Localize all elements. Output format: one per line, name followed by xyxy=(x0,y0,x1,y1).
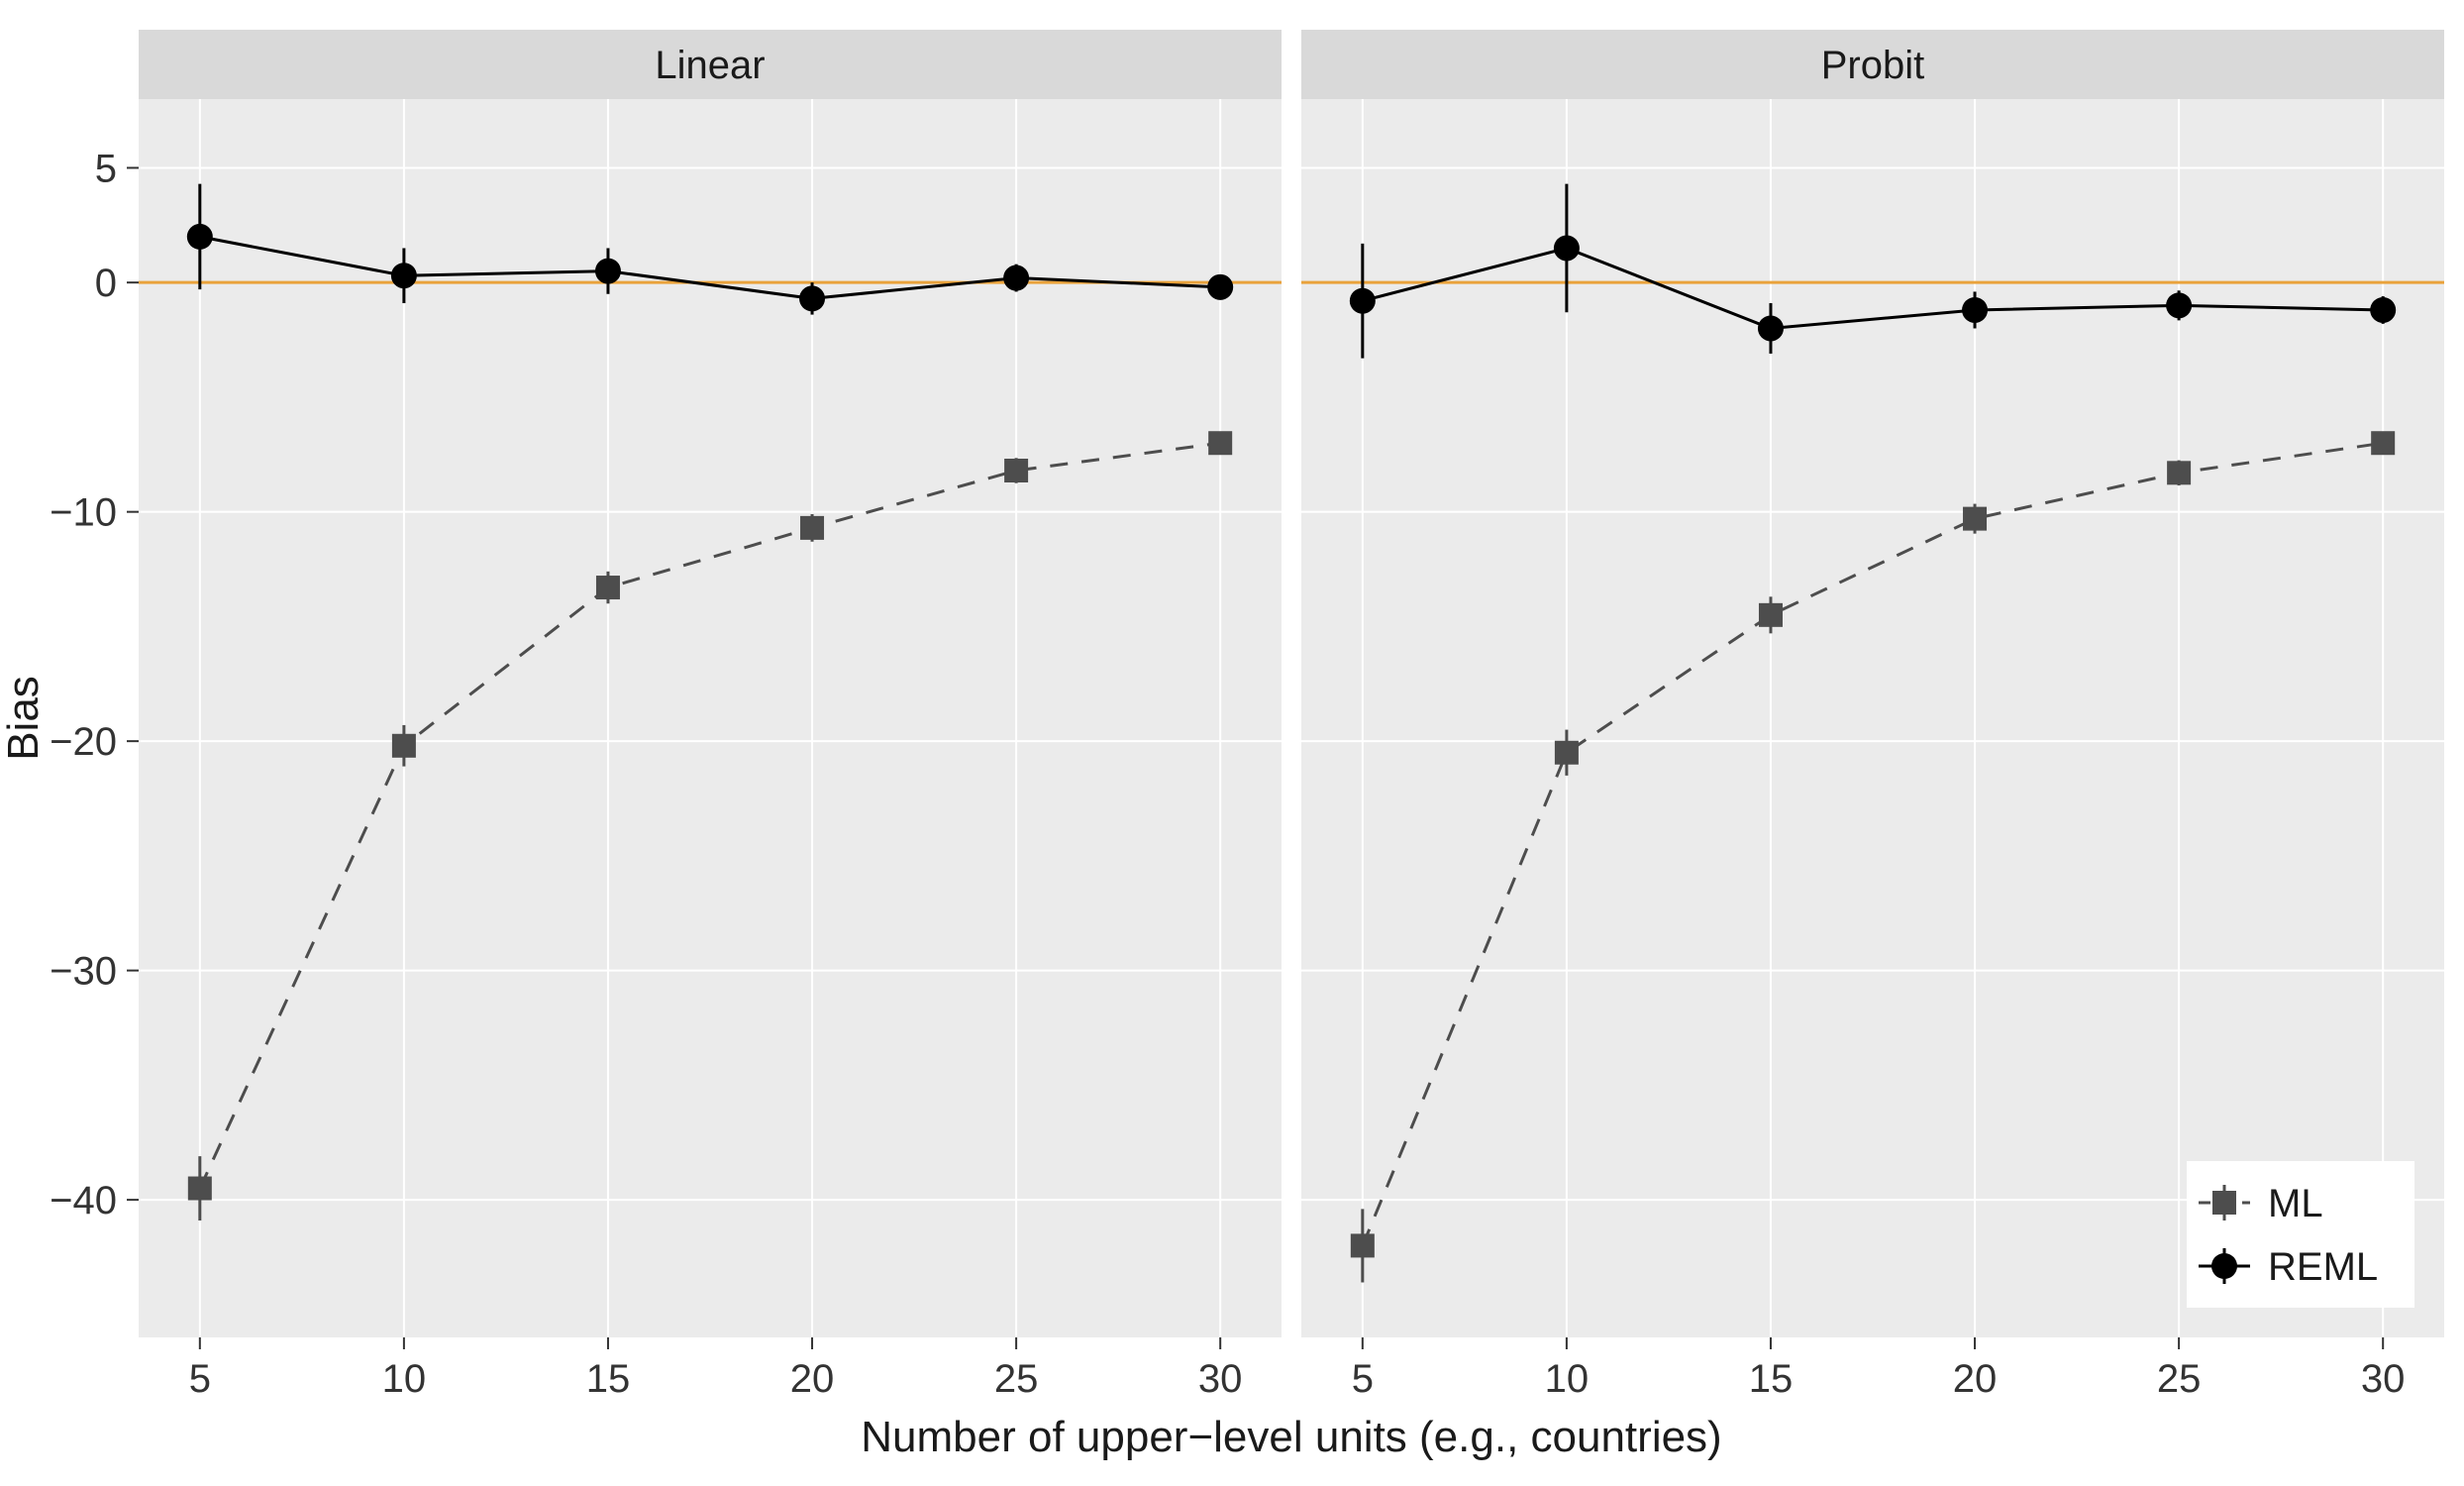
x-axis-label: Number of upper−level units (e.g., count… xyxy=(861,1413,1721,1461)
legend-label: ML xyxy=(2268,1182,2323,1225)
marker-circle xyxy=(1962,297,1988,323)
x-tick-label: 15 xyxy=(586,1357,631,1401)
marker-circle xyxy=(1554,235,1580,261)
marker-circle xyxy=(595,259,621,284)
x-tick-label: 25 xyxy=(994,1357,1039,1401)
y-tick-label: −10 xyxy=(50,491,117,535)
chart-container: Bias Number of upper−level units (e.g., c… xyxy=(0,0,2464,1486)
marker-circle xyxy=(391,263,417,288)
marker-circle xyxy=(2370,297,2396,323)
marker-square xyxy=(1004,459,1028,482)
facet-title: Probit xyxy=(1821,44,1925,87)
panel-background xyxy=(1301,99,2444,1337)
marker-square xyxy=(188,1177,212,1201)
x-tick-label: 30 xyxy=(1198,1357,1243,1401)
marker-circle xyxy=(1207,274,1233,300)
y-tick-label: −40 xyxy=(50,1179,117,1222)
marker-circle xyxy=(799,285,825,311)
facet-title: Linear xyxy=(655,44,765,87)
x-tick-label: 5 xyxy=(189,1357,211,1401)
marker-circle xyxy=(1350,288,1376,314)
x-tick-label: 10 xyxy=(382,1357,427,1401)
marker-square xyxy=(2167,461,2191,484)
marker-circle xyxy=(2166,292,2192,318)
y-tick-label: −30 xyxy=(50,950,117,994)
x-tick-label: 20 xyxy=(1953,1357,1998,1401)
marker-circle xyxy=(187,224,213,250)
x-tick-label: 20 xyxy=(790,1357,835,1401)
legend-key-marker xyxy=(2211,1253,2237,1279)
legend-label: REML xyxy=(2268,1245,2378,1289)
x-tick-label: 15 xyxy=(1749,1357,1794,1401)
marker-square xyxy=(1759,603,1783,627)
x-tick-label: 5 xyxy=(1352,1357,1374,1401)
y-tick-label: 0 xyxy=(95,262,117,305)
marker-square xyxy=(800,516,824,540)
y-tick-label: 5 xyxy=(95,147,117,190)
marker-square xyxy=(596,576,620,599)
marker-square xyxy=(392,734,416,758)
legend: ML REML xyxy=(2187,1161,2414,1308)
marker-square xyxy=(2371,431,2395,455)
marker-square xyxy=(1963,507,1987,531)
marker-square xyxy=(1208,431,1232,455)
marker-circle xyxy=(1758,315,1784,341)
y-tick-label: −20 xyxy=(50,720,117,764)
y-axis-label: Bias xyxy=(0,676,48,761)
marker-circle xyxy=(1003,265,1029,291)
marker-square xyxy=(1351,1233,1375,1257)
x-tick-label: 30 xyxy=(2361,1357,2406,1401)
facet-chart: Bias Number of upper−level units (e.g., c… xyxy=(0,0,2464,1486)
legend-key-marker xyxy=(2212,1191,2236,1215)
x-tick-label: 25 xyxy=(2157,1357,2202,1401)
x-tick-label: 10 xyxy=(1545,1357,1590,1401)
marker-square xyxy=(1555,741,1579,765)
